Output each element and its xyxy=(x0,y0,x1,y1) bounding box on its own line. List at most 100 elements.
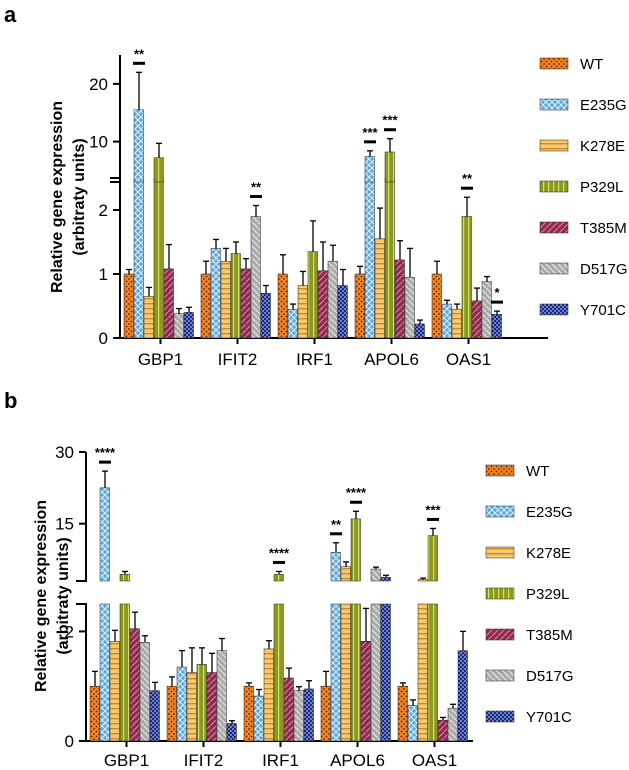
bar xyxy=(206,672,217,742)
legend-swatch xyxy=(485,505,515,518)
bar xyxy=(250,216,261,339)
bar xyxy=(149,690,160,742)
bar xyxy=(243,685,254,742)
bar xyxy=(340,566,351,582)
bar xyxy=(330,552,341,582)
panel-letter: b xyxy=(4,388,17,413)
bar xyxy=(153,157,164,183)
bar xyxy=(263,648,274,742)
bar xyxy=(360,641,371,742)
legend-label: K278E xyxy=(526,545,571,562)
bar xyxy=(109,641,120,742)
bar xyxy=(307,251,318,339)
bar xyxy=(407,705,418,742)
y-tick-label: 1 xyxy=(99,265,108,284)
bar xyxy=(380,603,391,742)
bar xyxy=(354,273,365,339)
category-label: IFIT2 xyxy=(218,350,258,369)
legend-swatch xyxy=(539,139,569,152)
bar xyxy=(350,603,361,742)
bar xyxy=(183,312,194,339)
bar xyxy=(220,260,231,339)
bar xyxy=(176,666,187,742)
bar xyxy=(461,216,472,339)
bar xyxy=(327,260,338,339)
bar xyxy=(414,323,425,339)
legend-swatch xyxy=(539,180,569,193)
significance-label: *** xyxy=(362,125,378,140)
category-label: IFIT2 xyxy=(184,751,224,770)
legend-label: T385M xyxy=(580,220,627,237)
category-label: APOL6 xyxy=(364,350,419,369)
significance-label: ** xyxy=(331,517,342,532)
bar xyxy=(297,285,308,339)
bar xyxy=(370,568,381,582)
bar xyxy=(293,690,304,742)
bar xyxy=(427,603,438,742)
legend-label: D517G xyxy=(580,261,628,278)
significance-label: **** xyxy=(346,485,367,500)
bar xyxy=(99,487,110,582)
bar xyxy=(226,723,237,742)
y-axis-label: Relative gene expression xyxy=(49,101,66,293)
legend-label: E235G xyxy=(526,504,573,521)
y-tick-label: 0 xyxy=(65,732,74,751)
bar xyxy=(364,177,375,339)
bar xyxy=(210,248,221,339)
bar xyxy=(153,177,164,339)
bar xyxy=(133,177,144,339)
legend-swatch xyxy=(485,710,515,723)
bar xyxy=(394,259,405,339)
category-label: OAS1 xyxy=(412,751,457,770)
significance-label: **** xyxy=(95,445,116,460)
y-axis-label-units: (arbitraty units) xyxy=(55,537,72,654)
legend-label: K278E xyxy=(580,138,625,155)
legend-swatch xyxy=(485,587,515,600)
bar xyxy=(89,685,100,742)
y-tick-label: 2 xyxy=(65,622,74,641)
bar xyxy=(186,672,197,742)
bar xyxy=(364,156,375,183)
bar xyxy=(491,314,502,339)
legend-swatch xyxy=(485,628,515,641)
bar xyxy=(481,281,492,339)
bar xyxy=(119,574,130,582)
significance-label: ** xyxy=(134,46,145,61)
bar xyxy=(173,313,184,339)
bar xyxy=(283,677,294,742)
bar xyxy=(240,268,251,339)
bar xyxy=(253,695,264,742)
bar xyxy=(384,151,395,183)
bar xyxy=(119,603,130,742)
bar xyxy=(317,270,328,339)
bar xyxy=(277,273,288,339)
legend-swatch xyxy=(539,303,569,316)
bar xyxy=(337,285,348,339)
bar xyxy=(273,574,284,582)
significance-label: *** xyxy=(425,502,441,517)
y-tick-label: 20 xyxy=(89,75,108,94)
panel-b: b 0 2 15 30 Relative gene expression (arbitrat… xyxy=(4,388,574,770)
bar xyxy=(380,576,391,582)
legend-swatch xyxy=(485,669,515,682)
legend-swatch xyxy=(539,221,569,234)
bar xyxy=(139,642,150,742)
y-axis-label: Relative gene expression xyxy=(33,500,50,692)
bar xyxy=(129,628,140,742)
bar xyxy=(427,535,438,582)
legend-label: P329L xyxy=(526,586,569,603)
bar xyxy=(370,603,381,742)
bar xyxy=(417,579,428,582)
bar xyxy=(447,707,458,742)
bar xyxy=(471,300,482,339)
legend-label: T385M xyxy=(526,627,573,644)
bar xyxy=(320,685,331,742)
legend-swatch xyxy=(539,262,569,275)
panel-a: a 0 1 2 10 20 Relative gene expression (arbitra… xyxy=(4,2,628,369)
legend-swatch xyxy=(485,464,515,477)
bar xyxy=(230,253,241,339)
significance-label: ** xyxy=(462,171,473,186)
legend-swatch xyxy=(485,546,515,559)
bar xyxy=(437,719,448,742)
